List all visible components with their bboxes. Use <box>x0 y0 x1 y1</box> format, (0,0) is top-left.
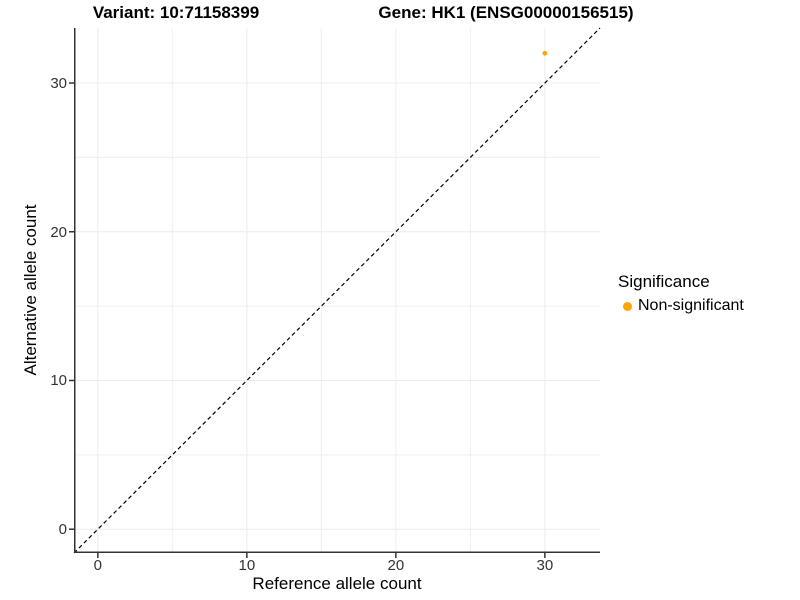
x-axis-title: Reference allele count <box>252 574 422 593</box>
x-tick-label: 20 <box>387 557 405 574</box>
legend-item-label: Non-significant <box>638 297 744 314</box>
plot-title-gene: Gene: HK1 (ENSG00000156515) <box>378 3 634 22</box>
legend-title: Significance <box>618 272 710 291</box>
x-tick-label: 30 <box>536 557 554 574</box>
plot-area-svg <box>69 27 601 558</box>
legend-item: Non-significant <box>618 297 744 315</box>
plot-title-variant: Variant: 10:71158399 <box>92 3 260 22</box>
y-tick-label: 0 <box>58 521 67 539</box>
y-tick-label: 20 <box>50 223 67 241</box>
legend-point-icon <box>623 301 632 311</box>
y-tick-label: 10 <box>50 372 67 390</box>
y-tick-label: 30 <box>50 75 67 93</box>
legend: Significance Non-significant <box>618 272 744 315</box>
plot-panel <box>69 27 601 558</box>
data-point <box>542 50 548 56</box>
x-tick-label: 10 <box>238 557 256 574</box>
x-tick-label: 0 <box>93 557 102 574</box>
